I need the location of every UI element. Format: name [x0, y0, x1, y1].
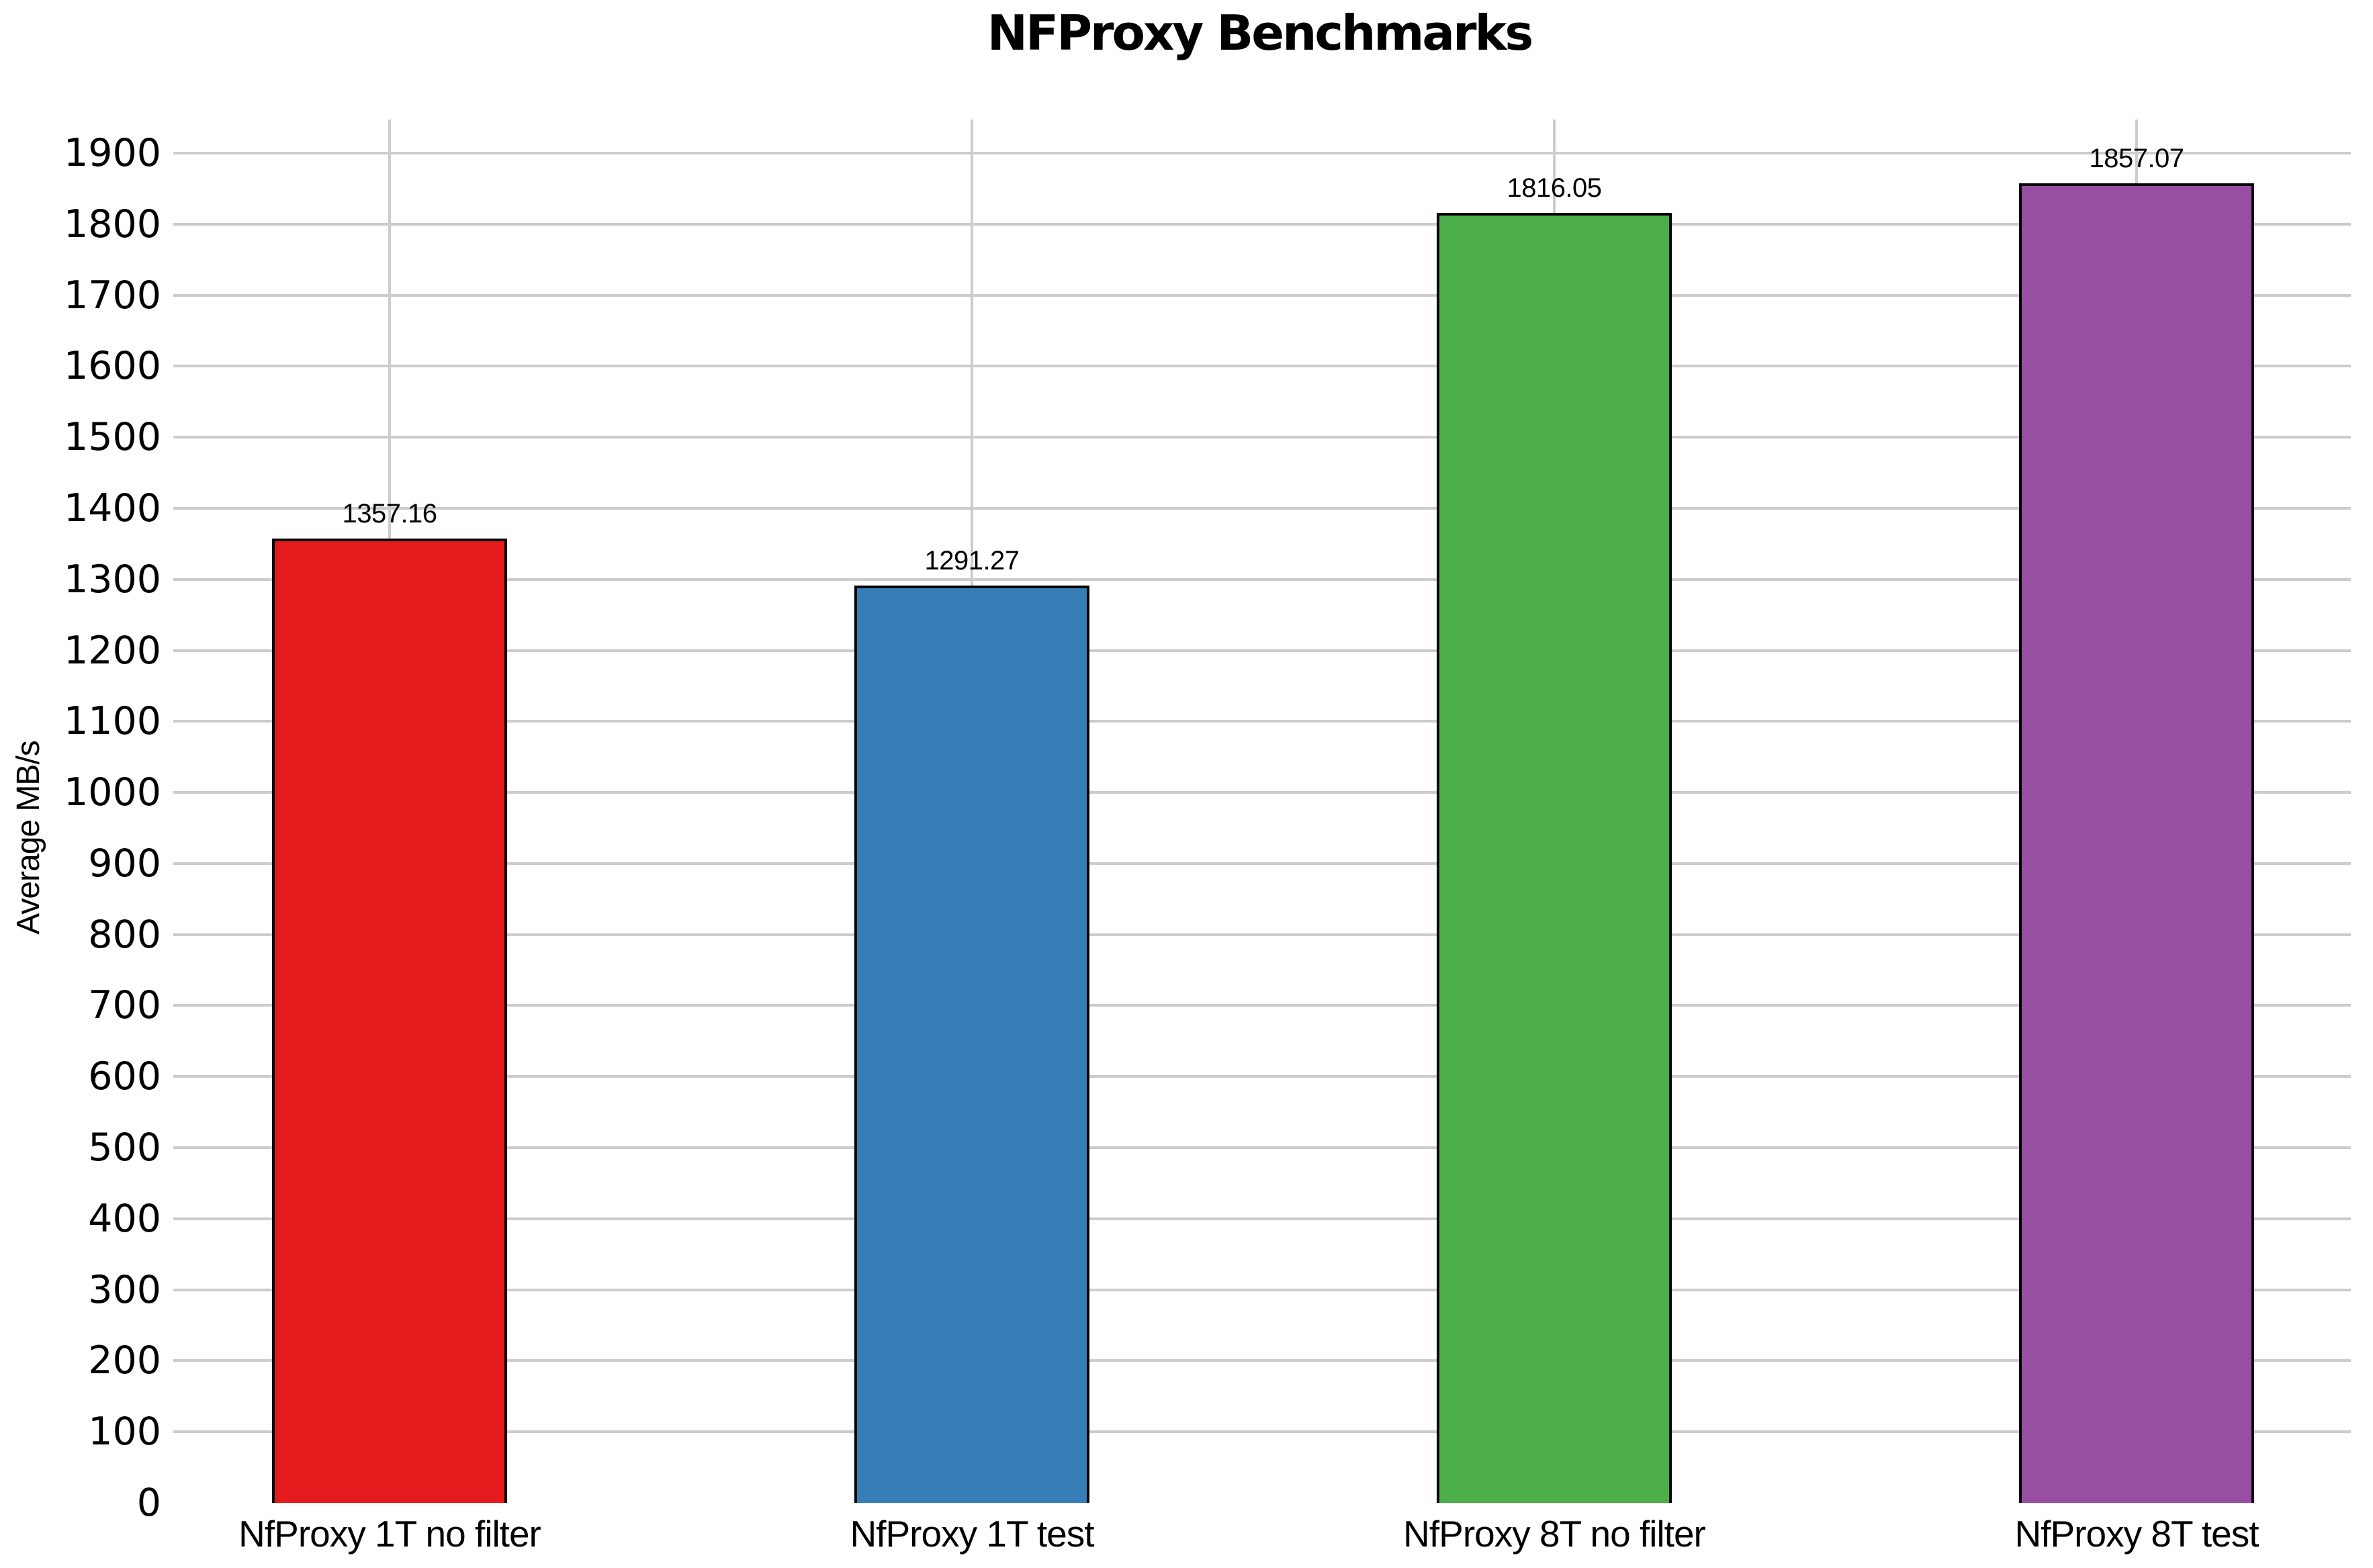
bar-value-label: 1816.05	[1507, 173, 1602, 203]
gridline-horizontal	[173, 222, 2351, 226]
x-tick-label: NfProxy 8T no filter	[1403, 1513, 1706, 1555]
x-tick-label: NfProxy 8T test	[2014, 1513, 2259, 1555]
y-tick-label: 1200	[63, 628, 161, 673]
y-tick-label: 1900	[63, 131, 161, 175]
gridline-horizontal	[173, 1217, 2351, 1220]
gridline-horizontal	[173, 791, 2351, 794]
y-tick-label: 1100	[63, 699, 161, 744]
bar-4	[2019, 183, 2254, 1503]
gridline-horizontal	[173, 1359, 2351, 1363]
y-tick-label: 1800	[63, 201, 161, 246]
y-tick-label: 600	[88, 1054, 161, 1099]
chart-title: NFProxy Benchmarks	[987, 5, 1533, 61]
bar-value-label: 1291.27	[924, 545, 1020, 575]
x-tick-label: NfProxy 1T no filter	[238, 1513, 541, 1555]
bar-1	[272, 539, 507, 1503]
gridline-horizontal	[173, 649, 2351, 652]
gridline-horizontal	[173, 720, 2351, 723]
gridline-horizontal	[173, 293, 2351, 297]
gridline-horizontal	[173, 436, 2351, 439]
y-tick-label: 400	[88, 1196, 161, 1241]
gridline-horizontal	[173, 578, 2351, 581]
gridline-horizontal	[173, 365, 2351, 368]
y-tick-label: 900	[88, 841, 161, 886]
y-tick-label: 100	[88, 1410, 161, 1455]
bar-value-label: 1357.16	[342, 499, 437, 529]
y-tick-label: 1500	[63, 415, 161, 460]
gridline-horizontal	[173, 1146, 2351, 1150]
y-tick-label: 1600	[63, 344, 161, 389]
bar-2	[854, 585, 1089, 1503]
gridline-horizontal	[173, 1288, 2351, 1291]
gridline-horizontal	[173, 862, 2351, 865]
bar-3	[1437, 212, 1672, 1503]
y-tick-label: 700	[88, 983, 161, 1028]
gridline-horizontal	[173, 1004, 2351, 1007]
y-tick-label: 300	[88, 1267, 161, 1312]
y-tick-label: 1000	[63, 770, 161, 815]
gridline-horizontal	[173, 152, 2351, 154]
y-tick-label: 200	[88, 1338, 161, 1383]
gridline-horizontal	[173, 1075, 2351, 1078]
y-tick-label: 500	[88, 1125, 161, 1170]
bar-value-label: 1857.07	[2089, 144, 2184, 174]
y-tick-label: 1300	[63, 557, 161, 602]
gridline-horizontal	[173, 506, 2351, 510]
gridline-horizontal	[173, 933, 2351, 936]
y-tick-label: 800	[88, 912, 161, 957]
y-tick-label: 1700	[63, 273, 161, 318]
y-tick-label: 1400	[63, 486, 161, 531]
gridline-horizontal	[173, 1430, 2351, 1434]
y-tick-label: 0	[136, 1481, 161, 1525]
x-tick-label: NfProxy 1T test	[850, 1513, 1095, 1555]
